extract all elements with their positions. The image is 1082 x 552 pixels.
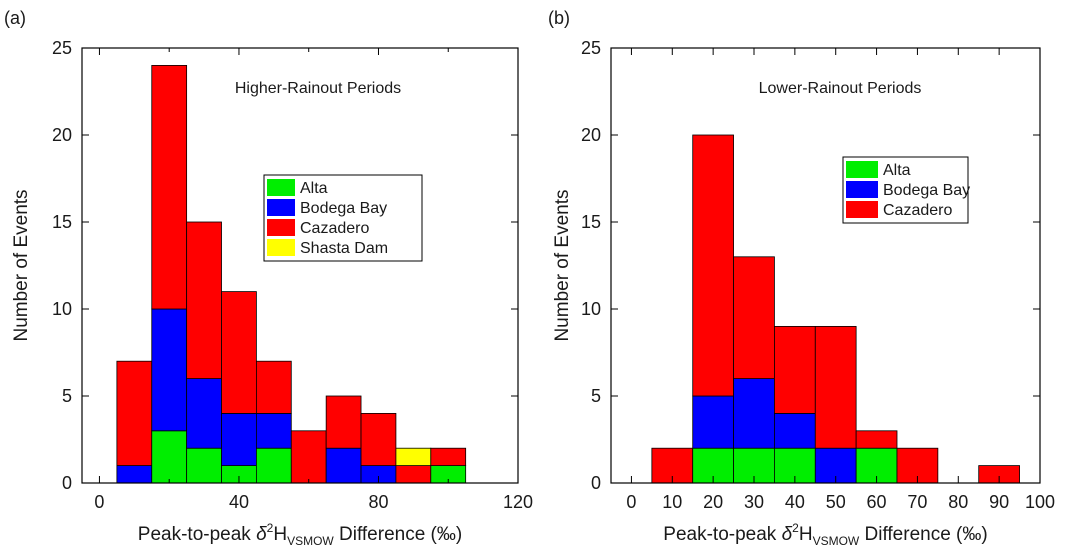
- x-axis-label: Peak-to-peak δ2HVSMOW Difference (‰): [663, 521, 987, 548]
- bar-bodega-bay-40: [774, 412, 816, 449]
- x-axis-label-tail: Difference (‰): [859, 524, 987, 545]
- x-tick-label: 90: [989, 492, 1009, 512]
- y-tick-label: 15: [581, 212, 601, 232]
- chart-panel-a: 0 5 10 15 20 25 0 40 80 120 (a) Higher-Rainout Peri…: [4, 8, 533, 548]
- x-tick-label: 30: [744, 492, 764, 512]
- bar-bodega-bay-20: [151, 308, 188, 432]
- bar-cazadero-60: [290, 430, 327, 484]
- bar-cazadero-10: [116, 360, 153, 467]
- y-tick-label: 5: [62, 386, 72, 406]
- x-axis-label-delta: δ: [782, 524, 793, 545]
- x-tick-label: 70: [907, 492, 927, 512]
- x-axis-label: Peak-to-peak δ2HVSMOW Difference (‰): [138, 521, 462, 548]
- x-tick-label: 40: [785, 492, 805, 512]
- y-tick-label: 25: [52, 38, 72, 58]
- x-tick-label: 0: [626, 492, 636, 512]
- legend-swatch-alta: [846, 161, 878, 178]
- plot-frame: [610, 47, 1041, 484]
- legend-label: Cazadero: [883, 202, 952, 219]
- bar-cazadero-30: [733, 256, 775, 379]
- y-tick-label: 20: [52, 125, 72, 145]
- bar-cazadero-90: [395, 465, 432, 484]
- bar-bodega-bay-30: [186, 378, 222, 449]
- bar-cazadero-100: [430, 447, 467, 467]
- x-axis-label-element: H: [273, 524, 287, 545]
- legend-swatch-cazadero: [267, 219, 295, 236]
- bar-bodega-bay-20: [692, 395, 734, 449]
- x-axis-label-delta: δ: [256, 524, 267, 545]
- legend-label: Bodega Bay: [883, 182, 970, 199]
- legend-swatch-cazadero: [846, 201, 878, 218]
- x-axis-label-element: H: [799, 524, 813, 545]
- legend-label: Shasta Dam: [300, 240, 388, 257]
- x-axis-label-sup: 2: [792, 521, 799, 535]
- bar-cazadero-20: [151, 65, 188, 310]
- bar-alta-20: [151, 430, 188, 484]
- bar-bodega-bay-30: [733, 378, 775, 449]
- panel-label: (b): [548, 8, 570, 28]
- bar-cazadero-80: [360, 412, 397, 466]
- y-tick-label: 0: [62, 473, 72, 493]
- x-tick-label: 0: [94, 492, 104, 512]
- bar-bodega-bay-50: [255, 412, 292, 449]
- x-tick-label: 80: [948, 492, 968, 512]
- bar-cazadero-30: [186, 221, 222, 380]
- x-tick-label: 50: [826, 492, 846, 512]
- x-axis-label-sub: VSMOW: [813, 534, 860, 548]
- legend: Alta Bodega Bay Cazadero: [842, 156, 970, 224]
- panel-annotation: Lower-Rainout Periods: [759, 80, 922, 97]
- bar-bodega-bay-40: [221, 412, 257, 466]
- legend-swatch-alta: [267, 179, 295, 196]
- bar-cazadero-70: [325, 395, 362, 449]
- bar-bodega-bay-70: [325, 447, 362, 484]
- x-axis-label-main: Peak-to-peak: [663, 524, 781, 545]
- x-tick-label: 80: [368, 492, 388, 512]
- x-tick-label: 60: [867, 492, 887, 512]
- y-tick-label: 0: [591, 473, 601, 493]
- x-axis-label-tail: Difference (‰): [334, 524, 462, 545]
- legend-swatch-bodega-bay: [846, 181, 878, 198]
- bar-bodega-bay-10: [116, 465, 153, 484]
- y-tick-label: 15: [52, 212, 72, 232]
- y-tick-label: 5: [591, 386, 601, 406]
- bar-cazadero-40: [774, 325, 816, 414]
- legend-label: Bodega Bay: [300, 200, 387, 217]
- y-tick-label: 25: [581, 38, 601, 58]
- legend: Alta Bodega Bay Cazadero Shasta Dam: [263, 174, 423, 262]
- panel-annotation: Higher-Rainout Periods: [235, 80, 401, 97]
- bar-cazadero-60: [855, 430, 898, 449]
- panel-label: (a): [4, 8, 26, 28]
- x-axis-label-sup: 2: [267, 521, 274, 535]
- bar-shasta-dam-90: [395, 447, 432, 467]
- x-tick-label: 10: [662, 492, 682, 512]
- legend-label: Alta: [300, 180, 328, 197]
- y-axis-label: Number of Events: [552, 189, 573, 341]
- bar-alta-50: [255, 447, 292, 484]
- x-axis-label-main: Peak-to-peak: [138, 524, 256, 545]
- y-tick-label: 10: [52, 299, 72, 319]
- y-axis-label: Number of Events: [11, 189, 32, 341]
- bar-cazadero-40: [221, 291, 257, 414]
- y-tick-label: 20: [581, 125, 601, 145]
- legend-label: Alta: [883, 162, 911, 179]
- x-tick-label: 100: [1025, 492, 1055, 512]
- bar-alta-30: [186, 447, 222, 484]
- y-tick-label: 10: [581, 299, 601, 319]
- chart-panel-b: 0 5 10 15 20 25 0 10 20 30 40 50 60 70 80 90 100 (b) Lower…: [548, 8, 1055, 548]
- plot-frame: [81, 47, 519, 484]
- legend-swatch-shasta-dam: [267, 239, 295, 256]
- legend-label: Cazadero: [300, 220, 369, 237]
- x-tick-label: 40: [229, 492, 249, 512]
- bar-cazadero-50: [255, 360, 292, 414]
- x-tick-label: 120: [503, 492, 533, 512]
- bar-cazadero-20: [692, 134, 734, 397]
- legend-swatch-bodega-bay: [267, 199, 295, 216]
- x-tick-label: 20: [703, 492, 723, 512]
- bar-cazadero-50: [814, 325, 857, 449]
- x-axis-label-sub: VSMOW: [287, 534, 334, 548]
